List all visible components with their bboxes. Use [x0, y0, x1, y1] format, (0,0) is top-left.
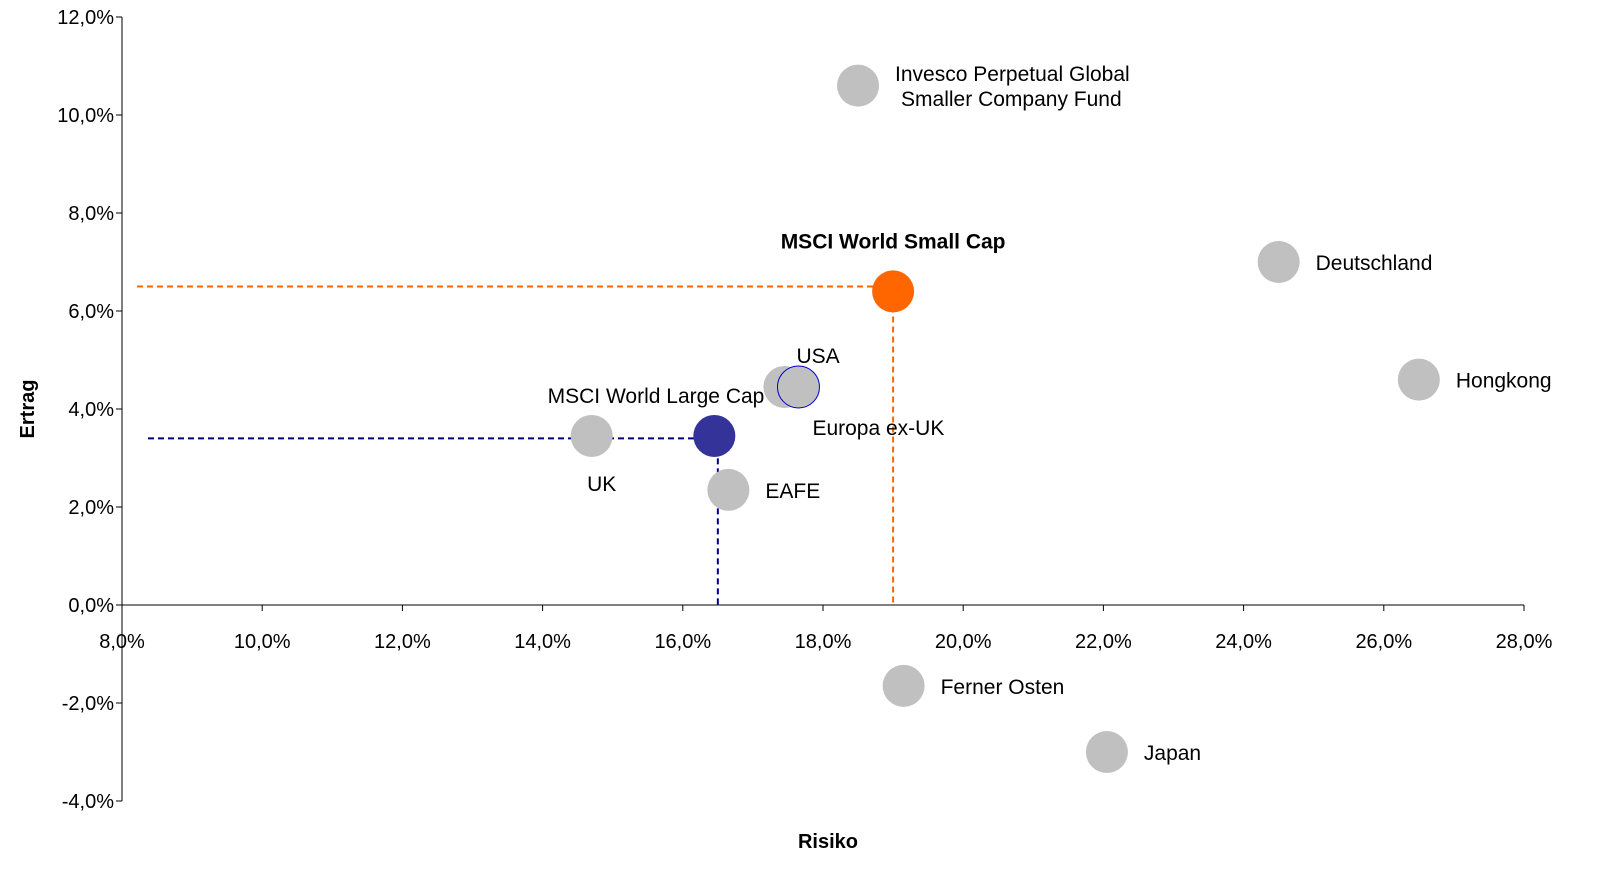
y-tick-label: 6,0% — [68, 301, 114, 323]
y-tick-label: -2,0% — [62, 693, 114, 715]
data-point-label: Ferner Osten — [941, 676, 1065, 699]
data-points — [570, 64, 1440, 773]
data-point — [1257, 241, 1300, 283]
data-point — [693, 414, 736, 457]
point-labels: Invesco Perpetual Global Smaller Company … — [548, 63, 1552, 765]
x-tick-label: 8,0% — [99, 631, 145, 653]
data-point — [1397, 358, 1440, 401]
data-point-label: EAFE — [765, 480, 820, 503]
x-tick-label: 14,0% — [514, 631, 571, 653]
y-tick-label: 12,0% — [57, 7, 114, 29]
data-point-label: MSCI World Large Cap — [548, 385, 765, 408]
data-point-label: UK — [587, 473, 616, 496]
data-point-label: USA — [796, 345, 839, 368]
y-tick-label: -4,0% — [62, 791, 114, 813]
x-tick-label: 10,0% — [234, 631, 291, 653]
x-tick-label: 12,0% — [374, 631, 431, 653]
data-point — [570, 414, 613, 457]
data-point-label: MSCI World Small Cap — [781, 230, 1006, 253]
data-point — [882, 664, 925, 707]
x-tick-label: 16,0% — [654, 631, 711, 653]
y-tick-label: 2,0% — [68, 497, 114, 519]
reference-lines — [137, 285, 895, 605]
axes: -4,0% -2,0% 0,0% 2,0% 4,0% 6,0% 8,0% 10,0% 12,0%… — [57, 7, 1552, 813]
data-point-label: Invesco Perpetual Global Smaller Company … — [895, 63, 1130, 111]
x-tick-label: 22,0% — [1075, 631, 1132, 653]
y-tick-label: 8,0% — [68, 203, 114, 225]
data-point-label: Europa ex-UK — [812, 417, 944, 440]
data-point — [872, 270, 915, 313]
data-point — [837, 64, 880, 107]
x-tick-label: 24,0% — [1215, 631, 1272, 653]
data-point — [1085, 731, 1128, 773]
y-tick-label: 10,0% — [57, 105, 114, 127]
data-point — [707, 468, 750, 511]
x-tick-label: 26,0% — [1355, 631, 1412, 653]
x-tick-label: 20,0% — [935, 631, 992, 653]
x-axis-title: Risiko — [798, 831, 858, 853]
y-axis-title: Ertrag — [17, 380, 39, 439]
data-point-label: Hongkong — [1456, 370, 1552, 393]
y-tick-label: 4,0% — [68, 399, 114, 421]
y-tick-label: 0,0% — [68, 595, 114, 617]
data-point-label: Japan — [1144, 742, 1201, 765]
x-tick-label: 18,0% — [795, 631, 852, 653]
data-point — [776, 365, 820, 409]
x-tick-label: 28,0% — [1496, 631, 1553, 653]
data-point-label: Deutschland — [1316, 252, 1433, 275]
